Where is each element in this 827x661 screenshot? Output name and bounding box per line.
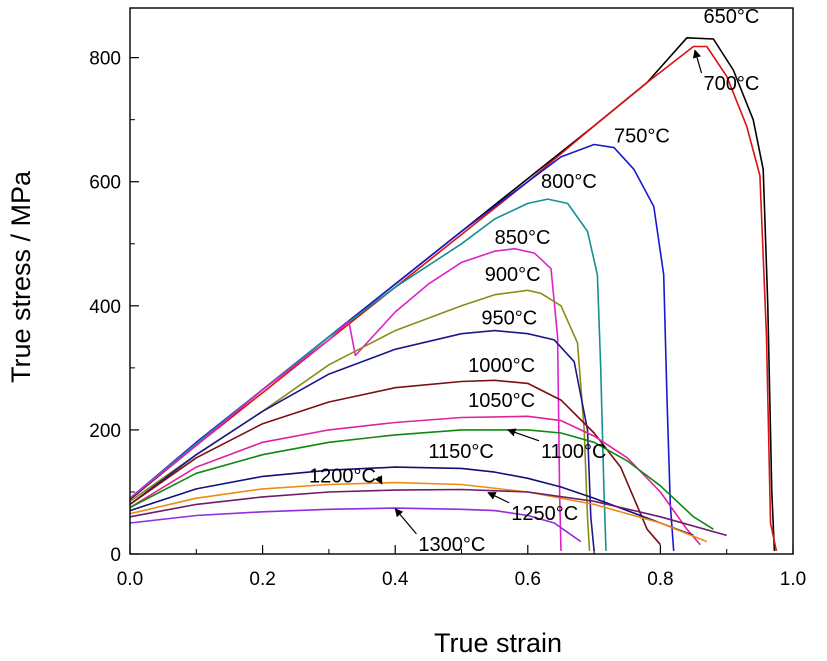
annotation-1250-c: 1250°C [511, 503, 578, 525]
y-tick-label: 0 [110, 545, 121, 566]
series-line-1100-c [129, 429, 714, 530]
series-layer [129, 36, 778, 552]
annotation-arrow-700-c [692, 49, 703, 74]
series-line-1050-c [129, 415, 701, 546]
annotation-650-c: 650°C [703, 6, 759, 28]
annotation-1050-c: 1050°C [468, 390, 535, 412]
y-tick-label: 400 [89, 297, 121, 318]
series-line-1000-c [129, 379, 662, 546]
annotation-900-c: 900°C [485, 264, 541, 286]
annotation-arrow-1300-c [394, 508, 417, 535]
annotation-arrow-1200-c [374, 475, 383, 485]
annotation-arrow-1100-c [507, 428, 540, 442]
annotation-layer: 650°C 700°C 750°C 800°C 850°C 900°C 950°C 1000°… [309, 6, 759, 556]
x-tick-label: 0.8 [647, 569, 673, 590]
axes-layer: 0.0 0.2 0.4 0.6 0.8 1.0 0 200 400 600 800 [89, 7, 806, 590]
x-tick-label: 1.0 [780, 569, 806, 590]
series-line-700-c [129, 45, 778, 552]
x-tick-label: 0.6 [515, 569, 541, 590]
series-line-800-c [129, 198, 607, 551]
series-line-1200-c [129, 481, 708, 543]
annotation-1000-c: 1000°C [468, 355, 535, 377]
plot-frame [129, 7, 794, 555]
x-axis-title: True strain [434, 628, 562, 658]
series-line-850-c [129, 247, 562, 551]
annotation-arrow-1250-c [487, 492, 510, 504]
x-tick-label: 0.0 [117, 569, 143, 590]
series-line-1250-c [129, 488, 727, 537]
annotation-850-c: 850°C [495, 227, 551, 249]
series-line-1300-c [129, 507, 582, 543]
y-tick-label: 200 [89, 421, 121, 442]
annotation-1150-c: 1150°C [428, 441, 493, 463]
y-axis-title: True stress / MPa [6, 170, 36, 383]
series-line-1150-c [129, 466, 694, 537]
annotation-1300-c: 1300°C [418, 534, 485, 556]
y-tick-label: 600 [89, 173, 121, 194]
x-tick-label: 0.4 [382, 569, 409, 590]
annotation-800-c: 800°C [541, 171, 597, 193]
x-tick-label: 0.2 [249, 569, 275, 590]
annotation-1200-c: 1200°C [309, 466, 376, 488]
annotation-700-c: 700°C [703, 73, 759, 95]
annotation-1100-c: 1100°C [541, 441, 606, 463]
series-line-950-c [129, 329, 595, 551]
series-line-650-c [129, 36, 776, 551]
annotation-750-c: 750°C [614, 126, 670, 148]
annotation-950-c: 950°C [481, 307, 537, 329]
y-tick-label: 800 [89, 49, 121, 70]
series-line-900-c [129, 289, 591, 551]
